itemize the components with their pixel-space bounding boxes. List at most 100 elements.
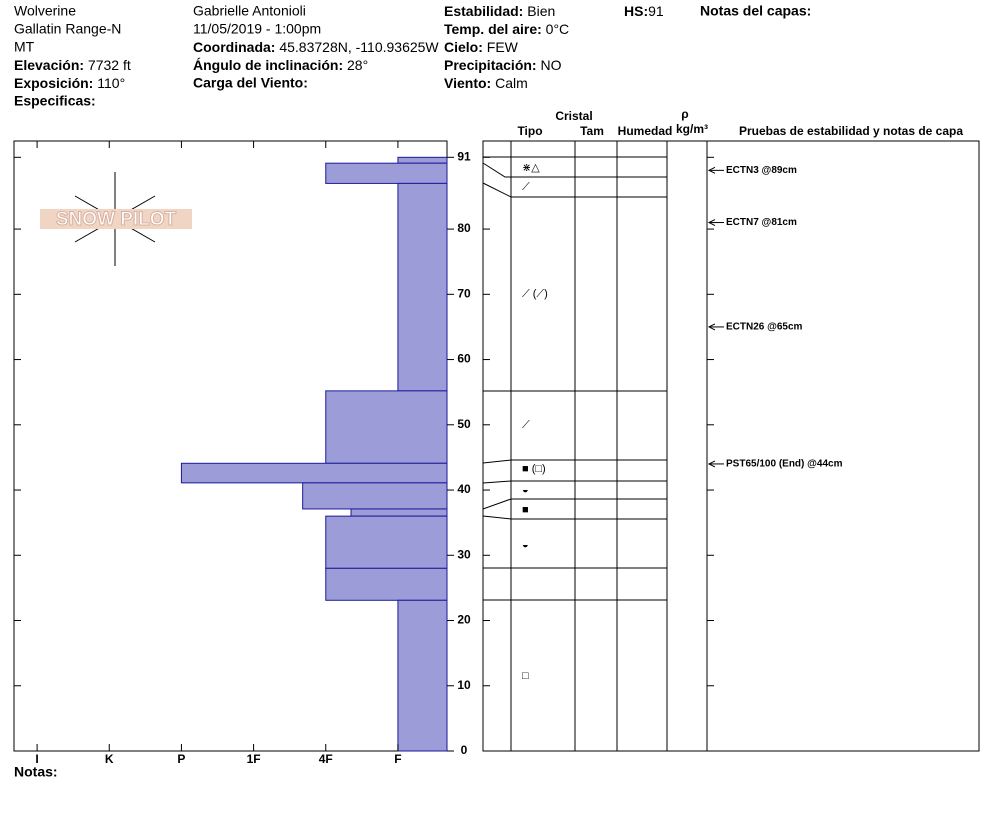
value: 28° — [347, 57, 368, 73]
x-tick-label: F — [394, 752, 401, 766]
col-header: Tipo — [517, 124, 542, 138]
col-header: Pruebas de estabilidad y notas de capa — [739, 124, 963, 138]
logo: SNOW PILOT — [40, 172, 192, 266]
grain: ⟋ (⟋) — [522, 288, 548, 300]
logo-band — [40, 209, 192, 229]
y-tick-label: 0 — [461, 743, 468, 757]
field: Estabilidad: Bien — [444, 3, 555, 19]
grain: ◒ — [522, 539, 529, 551]
test-arrowhead — [707, 460, 716, 468]
layer-line — [482, 498, 667, 510]
grain: ⋇△ — [522, 162, 540, 174]
test-arrowhead — [707, 323, 716, 331]
header: Wolverine Gallatin Range-N MT Elevación:… — [14, 3, 811, 109]
location: Wolverine — [14, 3, 76, 19]
label: Cielo: — [444, 39, 483, 55]
label: Coordinada: — [193, 39, 275, 55]
test-label: ECTN3 @89cm — [726, 165, 797, 176]
label: Viento: — [444, 75, 491, 91]
col-header: Humedad — [618, 124, 673, 138]
hardness-bar — [302, 482, 448, 510]
y-tick-label: 60 — [457, 352, 471, 366]
value: 0°C — [546, 21, 570, 37]
location: Gallatin Range-N — [14, 21, 121, 37]
hardness-bar — [325, 515, 448, 569]
test-arrowhead — [707, 219, 716, 226]
x-tick-label: 4F — [319, 752, 333, 766]
notes-label: Notas: — [14, 764, 58, 780]
hardness-bar — [325, 162, 448, 184]
label: Exposición: — [14, 75, 93, 91]
test-label: ECTN26 @65cm — [726, 322, 803, 333]
label: Estabilidad: — [444, 3, 523, 19]
label: Temp. del aire: — [444, 21, 542, 37]
column-headers: Cristal Tipo Tam Humedad ρ kg/m³ Pruebas… — [517, 107, 963, 138]
layer-line — [482, 480, 667, 484]
test-label: ECTN7 @81cm — [726, 217, 797, 228]
test-arrowhead — [707, 166, 716, 174]
field: Exposición: 110° — [14, 75, 125, 91]
hardness-bar — [325, 567, 448, 601]
col-header: Cristal — [555, 109, 592, 123]
field: HS:91 — [624, 3, 664, 19]
field: Temp. del aire: 0°C — [444, 21, 569, 37]
label: Especificas: — [14, 93, 96, 109]
x-tick-label: K — [105, 752, 114, 766]
hardness-bar — [397, 182, 448, 392]
value: Calm — [495, 75, 528, 91]
value: NO — [540, 57, 561, 73]
y-tick-label: 10 — [457, 678, 471, 692]
datetime: 11/05/2019 - 1:00pm — [193, 21, 321, 37]
field: Viento: Calm — [444, 75, 528, 91]
value: 91 — [648, 3, 664, 19]
y-tick-label: 40 — [457, 482, 471, 496]
hardness-bar — [397, 599, 448, 752]
layer-line — [482, 162, 667, 178]
grain: □ — [522, 670, 529, 682]
field: Cielo: FEW — [444, 39, 519, 55]
y-tick-label: 91 — [457, 149, 471, 163]
x-tick-label: I — [35, 752, 38, 766]
layer-line — [482, 515, 667, 520]
y-tick-label: 50 — [457, 417, 471, 431]
hardness-bar — [180, 462, 448, 484]
grain: ⟋ — [522, 181, 530, 193]
grain: ◒ — [522, 484, 529, 496]
grains: ⋇△ ⟋ ⟋ (⟋) ⟋ ■ (□) ◒ ■ ◒ □ — [522, 162, 548, 682]
hardness-bar — [325, 390, 448, 464]
value: 45.83728N, -110.93625W — [279, 39, 439, 55]
test-label: PST65/100 (End) @44cm — [726, 459, 843, 470]
label: Elevación: — [14, 57, 84, 73]
grain-grid — [482, 141, 708, 751]
field: Coordinada: 45.83728N, -110.93625W — [193, 39, 439, 55]
x-tick-label: 1F — [247, 752, 261, 766]
label: Precipitación: — [444, 57, 537, 73]
logo-text: SNOW PILOT — [56, 209, 177, 230]
value: Bien — [527, 3, 555, 19]
hardness-bar — [350, 508, 448, 517]
field: Elevación: 7732 ft — [14, 57, 131, 73]
grain: ⟋ — [522, 419, 530, 431]
label: Carga del Viento: — [193, 75, 308, 91]
label: Ángulo de inclinación: — [193, 57, 343, 73]
y-tick-label: 30 — [457, 547, 471, 561]
value: FEW — [487, 39, 519, 55]
x-tick-label: P — [177, 752, 185, 766]
field: Ángulo de inclinación: 28° — [193, 57, 368, 73]
col-header: ρ — [681, 107, 688, 121]
location: MT — [14, 39, 35, 55]
label: HS: — [624, 3, 648, 19]
hardness-bar — [397, 156, 448, 164]
grain-frame — [482, 140, 980, 752]
grain: ■ (□) — [522, 463, 546, 475]
label: Notas del capas: — [700, 3, 811, 19]
grain: ■ — [522, 504, 529, 516]
y-tick-label: 70 — [457, 286, 471, 300]
col-header: Tam — [580, 124, 604, 138]
layer-line — [482, 459, 667, 464]
y-tick-label: 20 — [457, 613, 471, 627]
field: Precipitación: NO — [444, 57, 562, 73]
observer: Gabrielle Antonioli — [193, 3, 306, 19]
